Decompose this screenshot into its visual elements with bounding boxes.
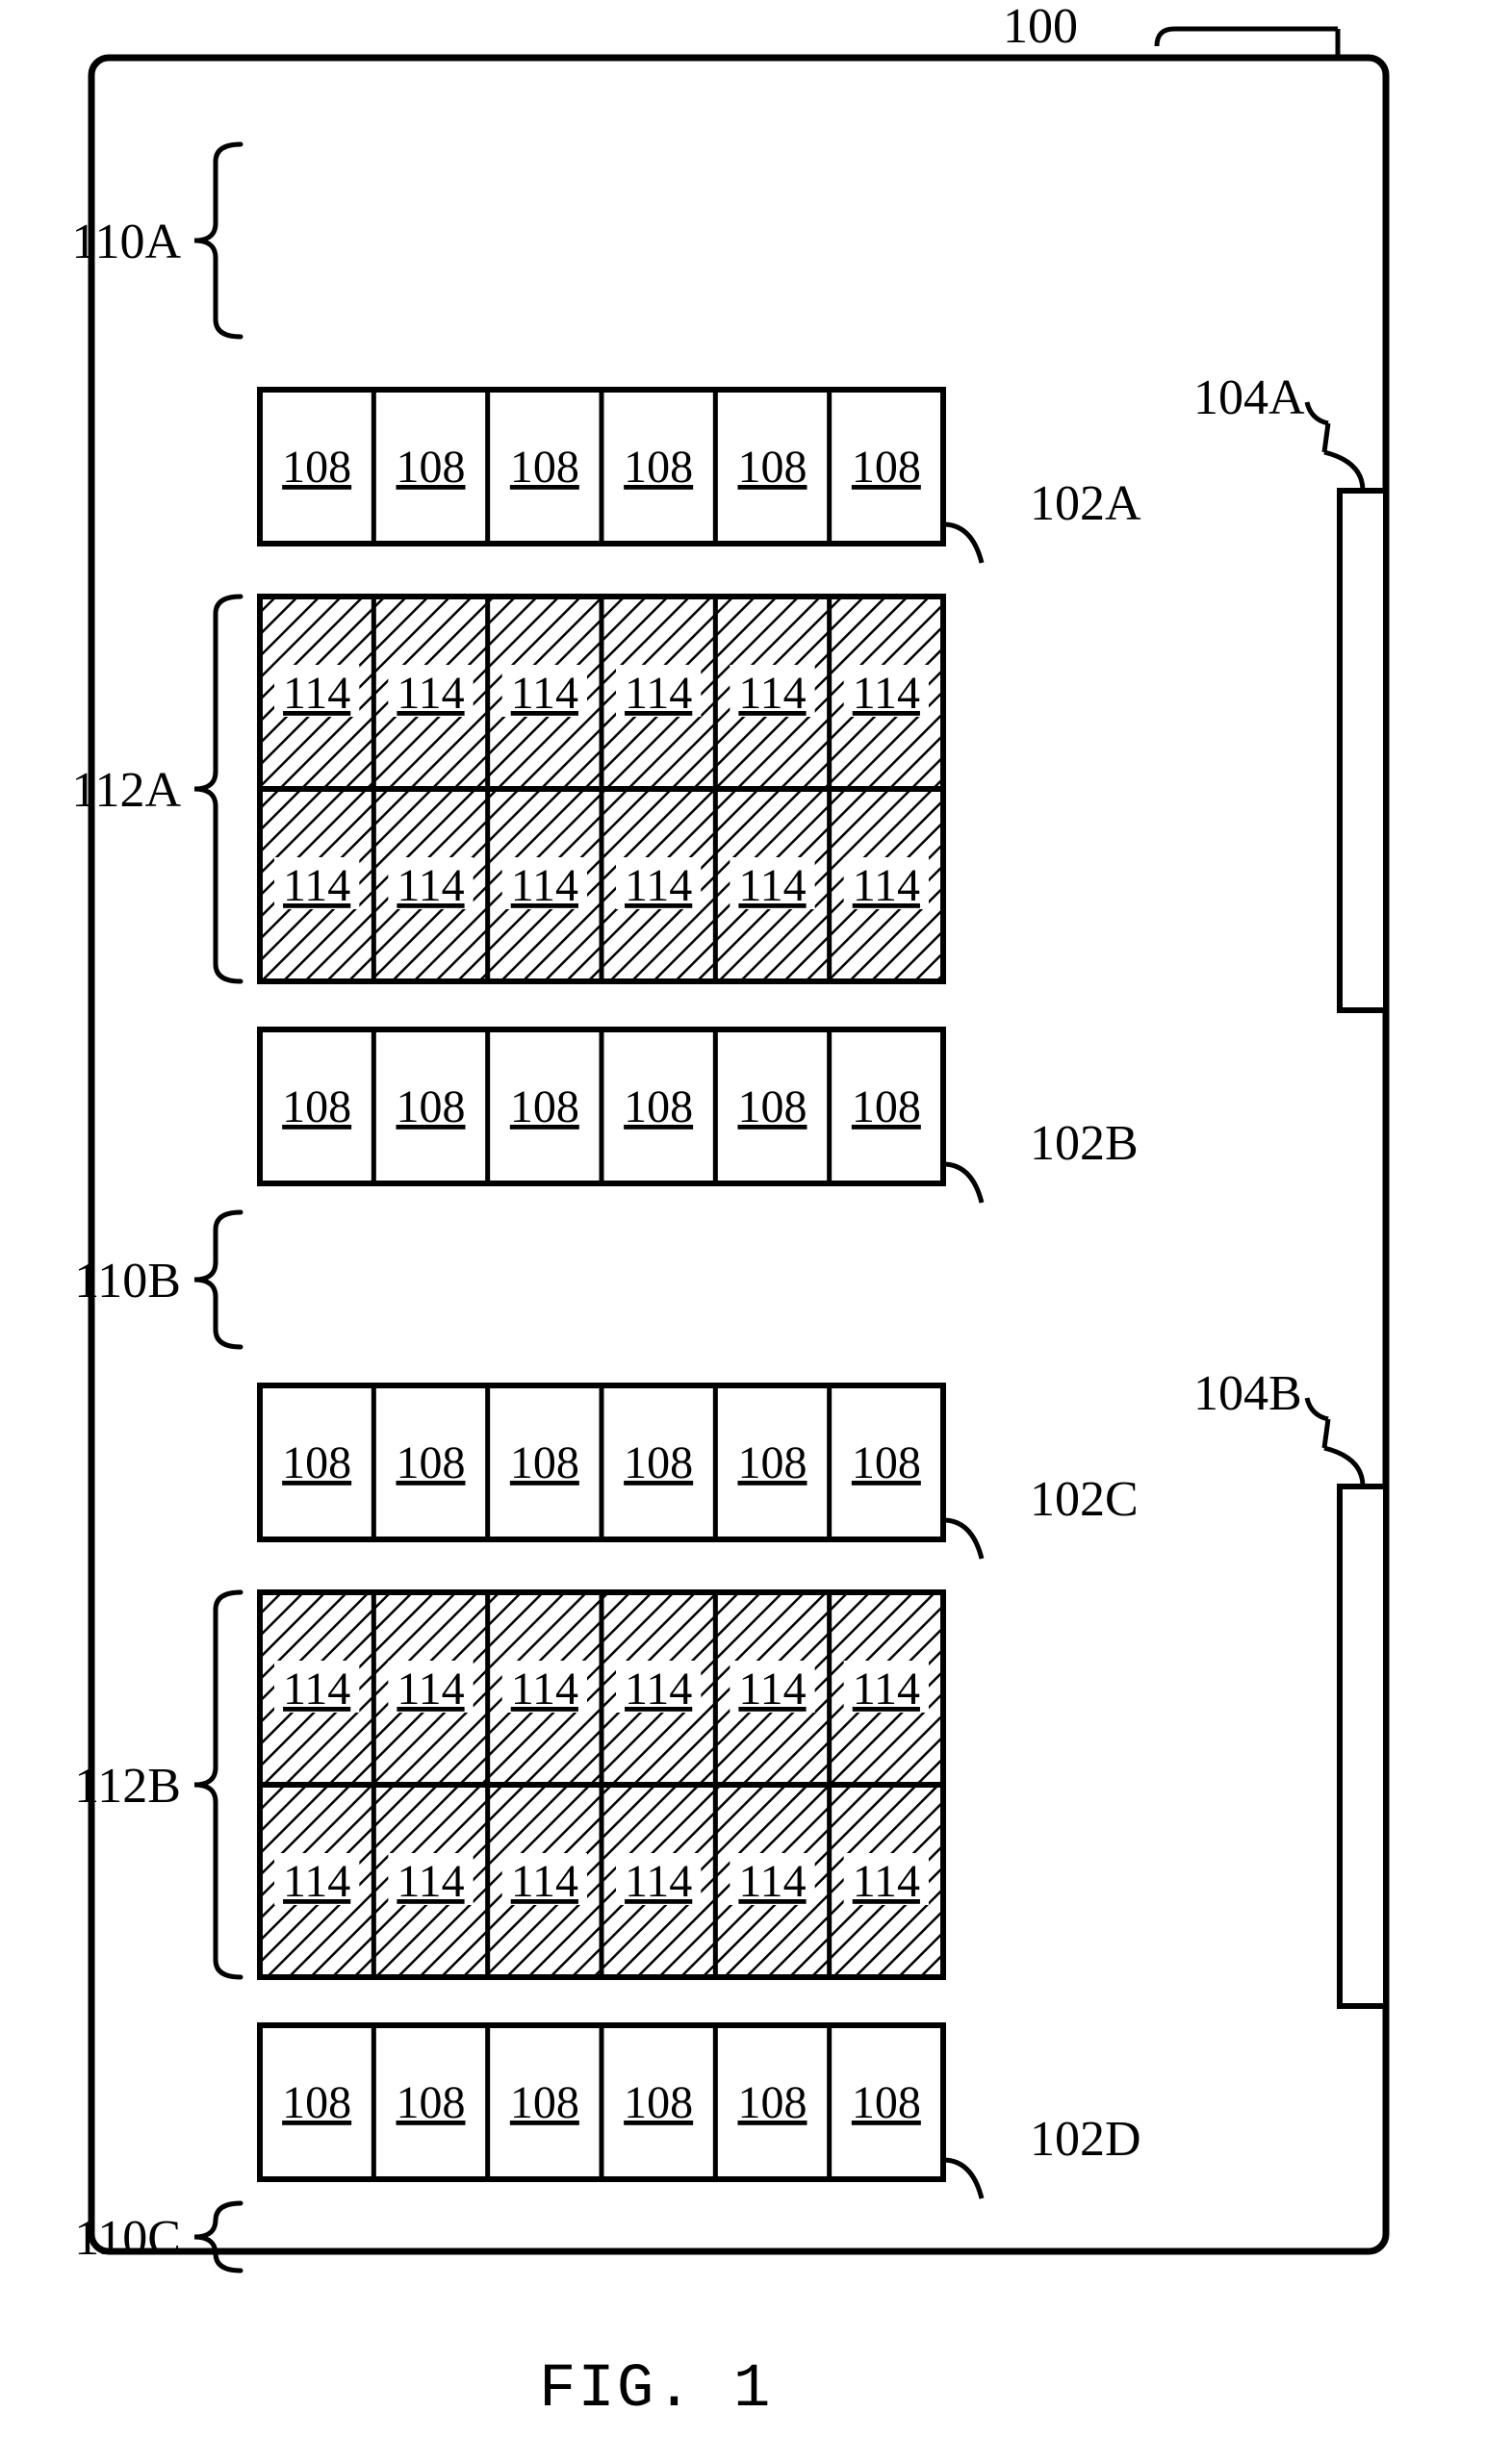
- brace-112-112A-label: 112A: [71, 763, 181, 818]
- callout-102C: 102C: [943, 1472, 1139, 1559]
- cell-108-label: 108: [510, 1081, 579, 1132]
- figure-label: FIG. 1: [539, 2355, 772, 2425]
- cell-108-label: 108: [282, 1081, 351, 1132]
- cell-114-label: 114: [853, 1664, 920, 1715]
- cell-108-label: 108: [738, 1081, 807, 1132]
- row-108-102D: 108 108 108 108 108 108: [260, 2025, 943, 2179]
- cell-114-label: 114: [511, 1664, 578, 1715]
- connector-104B: 104B: [1193, 1366, 1386, 2006]
- cell-108-label: 108: [738, 442, 807, 493]
- cell-108-label: 108: [624, 442, 693, 493]
- cell-108-label: 108: [510, 1437, 579, 1488]
- brace-110-110C: 110C: [74, 2203, 241, 2271]
- cell-108-label: 108: [738, 2077, 807, 2128]
- cell-108-label: 108: [852, 2077, 921, 2128]
- cell-108-label: 108: [624, 1437, 693, 1488]
- cell-108-label: 108: [397, 1437, 466, 1488]
- label-100: 100: [1003, 0, 1078, 54]
- brace-110-110A-label: 110A: [71, 215, 181, 269]
- row-lead-label: 102C: [1030, 1472, 1139, 1527]
- callout-102D: 102D: [943, 2112, 1141, 2198]
- cell-108-label: 108: [852, 442, 921, 493]
- cell-108-label: 108: [397, 442, 466, 493]
- row-lead-label: 102B: [1030, 1116, 1139, 1171]
- cell-108-label: 108: [738, 1437, 807, 1488]
- block-114-112B: 114 114 114 114 114 114 114 114 114 114 114 114: [260, 1592, 943, 1977]
- cell-114-label: 114: [283, 1664, 350, 1715]
- cell-114-label: 114: [283, 1856, 350, 1907]
- cell-114-label: 114: [511, 860, 578, 911]
- cell-108-label: 108: [624, 1081, 693, 1132]
- brace-112-112B-label: 112B: [74, 1759, 181, 1814]
- brace-110-110C-label: 110C: [74, 2211, 181, 2266]
- connector-label: 104B: [1193, 1366, 1302, 1421]
- callout-100: 100: [1003, 0, 1338, 58]
- cell-114-label: 114: [397, 1664, 464, 1715]
- callout-102A: 102A: [943, 476, 1141, 563]
- cell-114-label: 114: [397, 668, 464, 719]
- block-114-112A: 114 114 114 114 114 114 114 114 114 114 114 114: [260, 597, 943, 981]
- cell-108-label: 108: [397, 2077, 466, 2128]
- cell-114-label: 114: [738, 1856, 806, 1907]
- cell-114-label: 114: [397, 1856, 464, 1907]
- cell-114-label: 114: [738, 1664, 806, 1715]
- cell-114-label: 114: [625, 860, 692, 911]
- cell-114-label: 114: [511, 668, 578, 719]
- cell-114-label: 114: [283, 668, 350, 719]
- row-108-102B: 108 108 108 108 108 108: [260, 1029, 943, 1183]
- cell-114-label: 114: [625, 1664, 692, 1715]
- cell-114-label: 114: [853, 860, 920, 911]
- row-108-102A: 108 108 108 108 108 108: [260, 390, 943, 544]
- cell-108-label: 108: [282, 2077, 351, 2128]
- brace-110-110B: 110B: [74, 1212, 241, 1347]
- cell-114-label: 114: [625, 668, 692, 719]
- brace-112-112B: 112B: [74, 1592, 241, 1977]
- row-108-102C: 108 108 108 108 108 108: [260, 1385, 943, 1539]
- brace-112-112A: 112A: [71, 597, 241, 981]
- cell-114-label: 114: [738, 860, 806, 911]
- cell-108-label: 108: [510, 2077, 579, 2128]
- brace-110-110B-label: 110B: [74, 1254, 181, 1308]
- cell-108-label: 108: [852, 1081, 921, 1132]
- cell-108-label: 108: [510, 442, 579, 493]
- brace-110-110A: 110A: [71, 144, 241, 337]
- connector-label: 104A: [1193, 370, 1305, 425]
- cell-114-label: 114: [283, 860, 350, 911]
- cell-114-label: 114: [738, 668, 806, 719]
- cell-108-label: 108: [397, 1081, 466, 1132]
- cell-114-label: 114: [625, 1856, 692, 1907]
- cell-108-label: 108: [624, 2077, 693, 2128]
- callout-102B: 102B: [943, 1116, 1139, 1203]
- cell-108-label: 108: [282, 442, 351, 493]
- row-lead-label: 102A: [1030, 476, 1141, 531]
- connector-104A: 104A: [1193, 370, 1386, 1010]
- row-lead-label: 102D: [1030, 2112, 1141, 2167]
- cell-114-label: 114: [853, 668, 920, 719]
- cell-114-label: 114: [511, 1856, 578, 1907]
- cell-114-label: 114: [397, 860, 464, 911]
- cell-108-label: 108: [282, 1437, 351, 1488]
- cell-108-label: 108: [852, 1437, 921, 1488]
- cell-114-label: 114: [853, 1856, 920, 1907]
